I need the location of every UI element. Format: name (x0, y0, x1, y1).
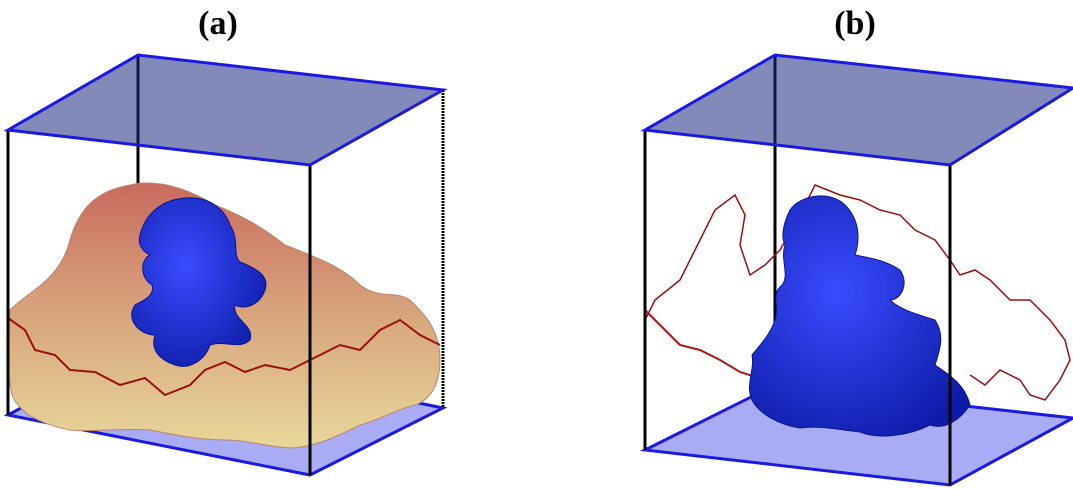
blue-region (748, 195, 971, 437)
panel-b: (b) (639, 5, 1073, 487)
blue-region (131, 197, 267, 367)
panel-label: (b) (834, 5, 876, 42)
top-face (640, 53, 1073, 167)
top-face (3, 53, 448, 167)
panel-label: (a) (198, 5, 238, 42)
panel-a: (a) (3, 5, 448, 477)
contour-line (7, 317, 441, 397)
contour-line (644, 184, 1071, 401)
